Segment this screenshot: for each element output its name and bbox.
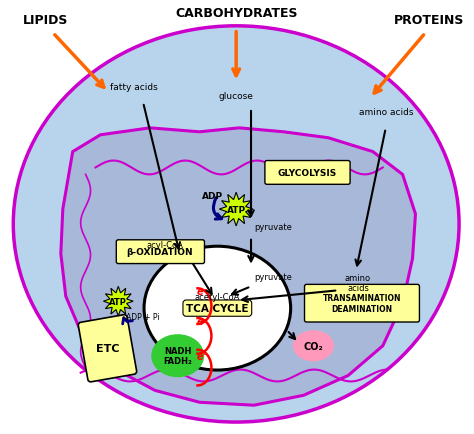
Text: e⁻: e⁻ — [197, 286, 209, 296]
FancyBboxPatch shape — [78, 315, 137, 382]
Text: ADP + Pi: ADP + Pi — [126, 312, 160, 321]
Text: LIPIDS: LIPIDS — [23, 14, 69, 27]
FancyBboxPatch shape — [304, 285, 419, 322]
Text: TRANSAMINATION
DEAMINATION: TRANSAMINATION DEAMINATION — [323, 294, 401, 313]
Text: GLYCOLYSIS: GLYCOLYSIS — [278, 168, 337, 178]
Text: ATP: ATP — [109, 297, 127, 306]
Text: acetyl-CoA: acetyl-CoA — [195, 292, 240, 301]
Text: fatty acids: fatty acids — [110, 82, 158, 92]
Text: CO₂: CO₂ — [303, 341, 323, 351]
FancyBboxPatch shape — [265, 161, 350, 185]
FancyBboxPatch shape — [116, 240, 204, 264]
Text: glucose: glucose — [219, 92, 254, 100]
Text: pyruvate: pyruvate — [254, 272, 292, 281]
Text: TCA CYCLE: TCA CYCLE — [186, 303, 248, 313]
Text: amino
acids: amino acids — [345, 273, 371, 293]
Text: NADH
FADH₂: NADH FADH₂ — [164, 346, 192, 365]
Text: e⁻: e⁻ — [197, 316, 209, 326]
Ellipse shape — [13, 27, 459, 422]
Text: ETC: ETC — [96, 343, 119, 353]
Text: e⁻: e⁻ — [197, 351, 209, 361]
Polygon shape — [219, 193, 253, 227]
Ellipse shape — [144, 247, 291, 370]
Text: β-OXIDATION: β-OXIDATION — [127, 247, 193, 256]
Polygon shape — [61, 128, 416, 405]
Ellipse shape — [293, 331, 333, 361]
Text: PROTEINS: PROTEINS — [394, 14, 465, 27]
Text: ATP: ATP — [227, 205, 246, 214]
Text: amino acids: amino acids — [358, 108, 413, 117]
Ellipse shape — [152, 335, 203, 377]
Polygon shape — [103, 287, 133, 316]
Text: CARBOHYDRATES: CARBOHYDRATES — [175, 7, 297, 20]
Text: ADP: ADP — [202, 191, 223, 200]
Text: pyruvate: pyruvate — [254, 223, 292, 232]
Text: acyl-CoA: acyl-CoA — [146, 241, 183, 250]
